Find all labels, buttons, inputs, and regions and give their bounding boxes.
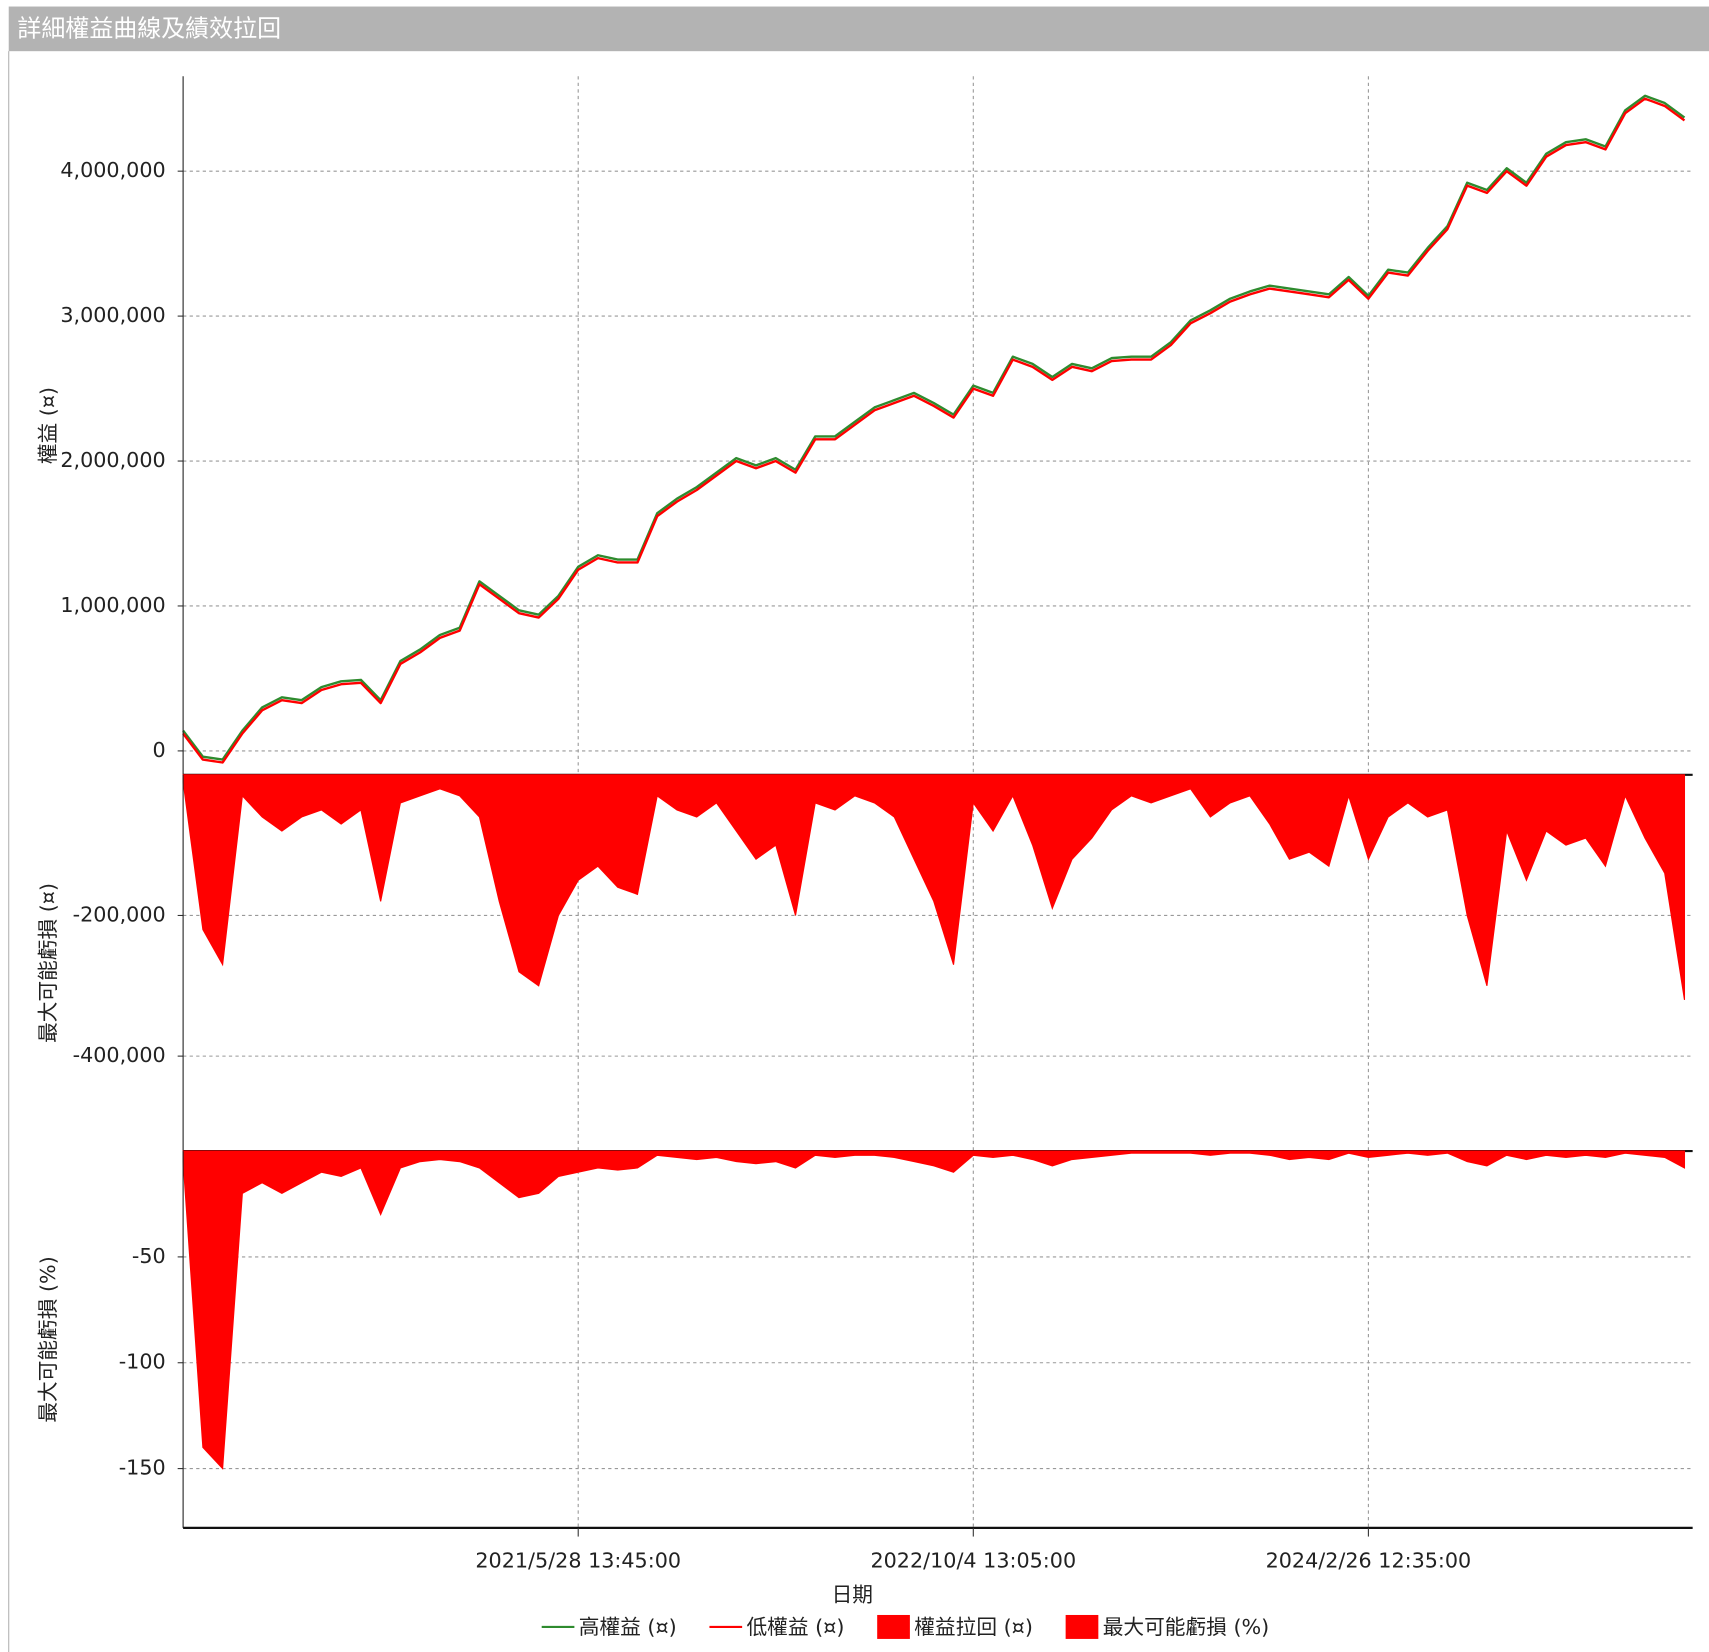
y-axis-label: 最大可能虧損 (%) xyxy=(36,1256,60,1422)
x-axis-label: 日期 xyxy=(832,1582,873,1606)
y-axis-label: 最大可能虧損 (¤) xyxy=(36,883,60,1043)
y-tick-label: -150 xyxy=(119,1456,166,1480)
legend-label: 最大可能虧損 (%) xyxy=(1103,1615,1270,1639)
y-tick-label: 0 xyxy=(152,738,165,762)
x-tick-label: 2021/5/28 13:45:00 xyxy=(475,1549,681,1573)
legend-label: 權益拉回 (¤) xyxy=(914,1615,1033,1639)
y-tick-label: 4,000,000 xyxy=(60,158,165,182)
y-tick-label: -50 xyxy=(132,1244,166,1268)
x-tick-label: 2024/2/26 12:35:00 xyxy=(1266,1549,1472,1573)
equity-line xyxy=(182,97,1686,764)
y-tick-label: 1,000,000 xyxy=(60,593,165,617)
drawdown-area xyxy=(182,1150,1686,1470)
y-tick-label: -200,000 xyxy=(73,902,166,926)
y-tick-label: -100 xyxy=(119,1350,166,1374)
legend-label: 低權益 (¤) xyxy=(746,1615,844,1639)
title-bar xyxy=(8,6,1709,52)
y-axis-label: 權益 (¤) xyxy=(36,387,60,464)
legend-swatch xyxy=(877,1614,910,1639)
equity-line xyxy=(182,94,1686,761)
legend-label: 高權益 (¤) xyxy=(579,1615,677,1639)
y-tick-label: 2,000,000 xyxy=(60,448,165,472)
drawdown-area xyxy=(182,774,1686,1000)
y-tick-label: 3,000,000 xyxy=(60,303,165,327)
x-tick-label: 2022/10/4 13:05:00 xyxy=(870,1549,1076,1573)
y-tick-label: -400,000 xyxy=(73,1043,166,1067)
legend-swatch xyxy=(1065,1614,1099,1639)
chart-title: 詳細權益曲線及績效拉回 xyxy=(17,14,281,42)
